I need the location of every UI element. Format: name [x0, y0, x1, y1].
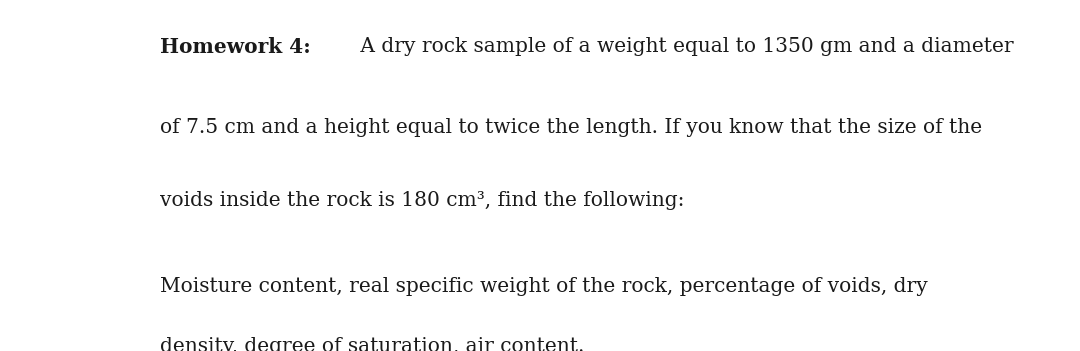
Text: Moisture content, real specific weight of the rock, percentage of voids, dry: Moisture content, real specific weight o… — [160, 277, 928, 296]
Text: density, degree of saturation, air content.: density, degree of saturation, air conte… — [160, 337, 584, 351]
Text: Homework 4:: Homework 4: — [160, 37, 311, 57]
Text: A dry rock sample of a weight equal to 1350 gm and a diameter: A dry rock sample of a weight equal to 1… — [354, 37, 1014, 56]
Text: of 7.5 cm and a height equal to twice the length. If you know that the size of t: of 7.5 cm and a height equal to twice th… — [160, 118, 982, 137]
Text: voids inside the rock is 180 cm³, find the following:: voids inside the rock is 180 cm³, find t… — [160, 191, 685, 210]
